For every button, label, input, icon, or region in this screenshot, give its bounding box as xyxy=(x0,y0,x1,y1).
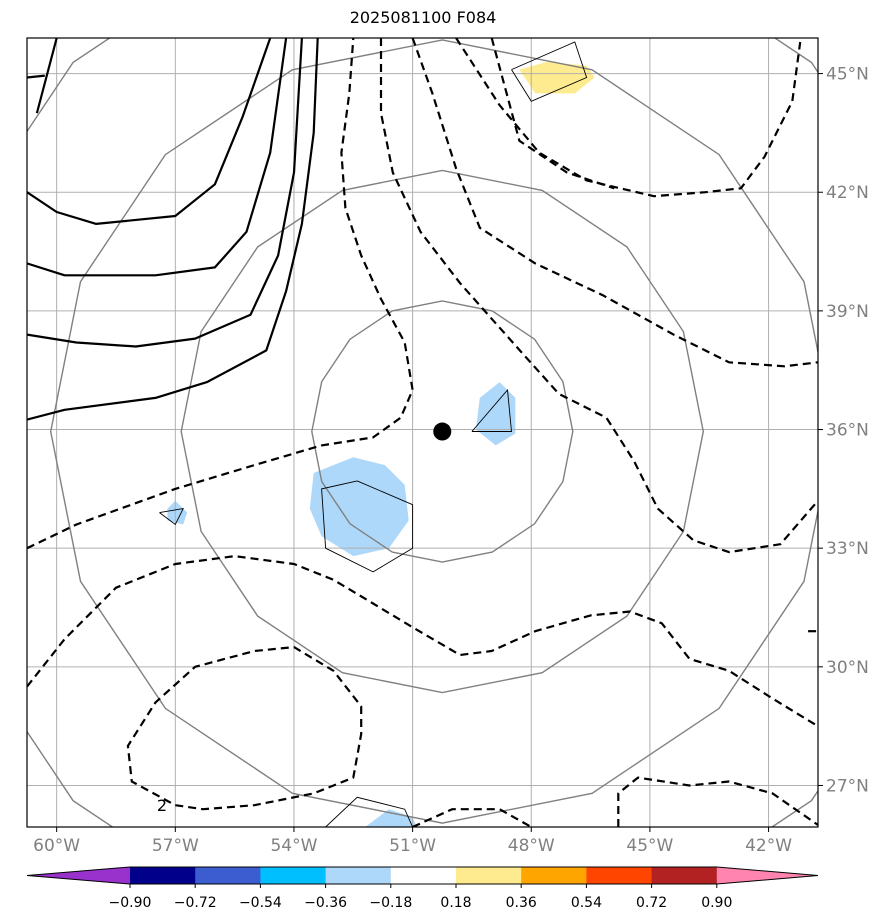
lon-tick-label: 45°W xyxy=(626,836,673,856)
latitude-ticks: 27°N 30°N 33°N 36°N 39°N 42°N 45°N xyxy=(818,65,869,796)
outline-polygon xyxy=(321,480,414,573)
lon-tick-label: 51°W xyxy=(389,836,436,856)
negative-contour xyxy=(27,38,414,550)
map-background xyxy=(27,38,818,827)
shaded-region xyxy=(167,500,188,525)
colorbar-tick-label: 0.90 xyxy=(701,895,732,911)
colorbar-tick-label: −0.36 xyxy=(304,895,347,911)
positive-contour xyxy=(27,38,319,421)
shaded-region xyxy=(365,809,417,827)
positive-contour xyxy=(27,38,303,348)
outline-polygon xyxy=(471,388,512,432)
chart-title: 2025081100 F084 xyxy=(349,8,497,27)
outline-polygons xyxy=(159,41,588,827)
lat-tick-label: 27°N xyxy=(826,776,869,796)
range-ring xyxy=(49,39,818,824)
colorbar-tick-label: −0.90 xyxy=(109,895,152,911)
plot-frame xyxy=(26,37,819,828)
colorbar-segment xyxy=(456,867,522,884)
lon-tick-label: 42°W xyxy=(745,836,792,856)
colorbar-segment xyxy=(651,867,718,884)
colorbar-segment xyxy=(586,867,653,884)
negative-contour xyxy=(27,554,818,728)
range-ring xyxy=(180,169,705,694)
colorbar-segment xyxy=(390,867,457,884)
center-marker xyxy=(433,422,452,441)
negative-contour xyxy=(490,38,615,190)
outline-polygon xyxy=(511,41,588,102)
outline-polygon xyxy=(325,796,414,827)
lat-tick-label: 45°N xyxy=(826,65,869,85)
lat-tick-label: 33°N xyxy=(826,539,869,559)
shaded-region xyxy=(519,61,595,94)
colorbar-segment xyxy=(130,867,196,884)
lat-tick-label: 36°N xyxy=(826,421,869,441)
negative-contour xyxy=(379,38,818,554)
positive-contour xyxy=(35,38,58,114)
negative-contour xyxy=(411,38,818,368)
lon-tick-label: 54°W xyxy=(270,836,317,856)
lon-tick-label: 48°W xyxy=(508,836,555,856)
positive-contour xyxy=(27,74,45,79)
colorbar-extend-high xyxy=(716,867,818,884)
positive-contour xyxy=(27,38,288,277)
lat-tick-label: 42°N xyxy=(826,183,869,203)
lat-tick-label: 39°N xyxy=(826,302,869,322)
longitude-ticks: 60°W 57°W 54°W 51°W 48°W 45°W 42°W xyxy=(33,827,792,856)
colorbar-segment xyxy=(521,867,587,884)
lat-tick-label: 30°N xyxy=(826,658,869,678)
negative-contour xyxy=(126,645,363,811)
colorbar-segment xyxy=(195,867,261,884)
colorbar-tick-label: 0.72 xyxy=(636,895,667,911)
colorbar-segment xyxy=(325,867,392,884)
contour-label: 2 xyxy=(157,796,167,815)
colorbar-tick-label: −0.18 xyxy=(369,895,412,911)
negative-contour xyxy=(455,38,802,198)
negative-contour xyxy=(617,776,818,827)
colorbar-tick-label: −0.54 xyxy=(239,895,282,911)
positive-contour xyxy=(27,38,272,225)
colorbar-tick-label: 0.54 xyxy=(571,895,602,911)
colorbar: −0.90 −0.72 −0.54 −0.36 −0.18 0.18 0.36 0.54 0.7… xyxy=(26,866,819,911)
colorbar-segment xyxy=(260,867,327,884)
negative-contour xyxy=(412,808,532,827)
colorbar-tick-label: 0.36 xyxy=(506,895,537,911)
lon-tick-label: 57°W xyxy=(152,836,199,856)
colorbar-tick-label: 0.18 xyxy=(440,895,471,911)
colorbar-extend-low xyxy=(27,867,130,884)
positive-contours xyxy=(27,38,319,421)
lon-tick-label: 60°W xyxy=(33,836,80,856)
center-marker-dot xyxy=(433,422,452,441)
outline-polygon xyxy=(159,508,184,526)
shaded-region xyxy=(309,457,409,557)
negative-contours xyxy=(27,38,818,827)
range-ring xyxy=(311,300,574,563)
colorbar-tick-label: −0.72 xyxy=(174,895,217,911)
